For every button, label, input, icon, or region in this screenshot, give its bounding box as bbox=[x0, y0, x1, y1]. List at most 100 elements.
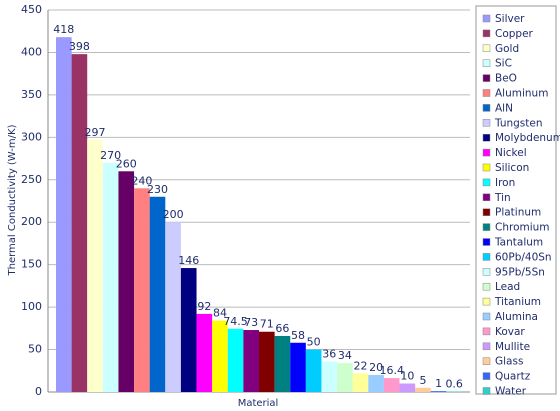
legend-label: 60Pb/40Sn bbox=[495, 251, 552, 263]
bar bbox=[399, 383, 416, 392]
data-label: 0.6 bbox=[445, 377, 463, 390]
legend-label: Platinum bbox=[495, 207, 541, 219]
legend: Silver Copper Gold SiC BeO Aluminum AlN Tungste… bbox=[482, 13, 560, 398]
bar bbox=[259, 331, 275, 392]
legend-swatch bbox=[482, 297, 491, 306]
legend-swatch bbox=[482, 148, 491, 157]
legend-swatch bbox=[482, 133, 491, 142]
data-label: 398 bbox=[69, 40, 90, 53]
legend-label: SiC bbox=[495, 58, 512, 70]
bar bbox=[321, 361, 338, 392]
y-tick-label: 450 bbox=[21, 3, 42, 16]
y-tick-label: 200 bbox=[21, 215, 42, 228]
legend-label: Silver bbox=[495, 13, 525, 25]
bar bbox=[56, 37, 72, 393]
legend-label: Molybdenum bbox=[495, 132, 560, 144]
bar bbox=[165, 222, 181, 392]
y-tick-label: 50 bbox=[28, 343, 42, 356]
bar bbox=[383, 378, 400, 392]
legend-swatch bbox=[482, 163, 491, 172]
legend-swatch bbox=[482, 342, 491, 351]
legend-swatch bbox=[482, 208, 491, 216]
data-label: 16.4 bbox=[379, 364, 404, 377]
y-tick-label: 0 bbox=[35, 385, 42, 398]
data-label: 71 bbox=[260, 318, 274, 331]
y-tick-label: 250 bbox=[21, 173, 42, 186]
data-label: 50 bbox=[307, 336, 321, 349]
bar bbox=[149, 196, 166, 392]
y-axis-title: Thermal Conductivity (W-m/K) bbox=[7, 124, 18, 276]
legend-swatch bbox=[482, 268, 491, 276]
legend-swatch bbox=[482, 223, 491, 231]
bar bbox=[71, 54, 88, 393]
data-label: 240 bbox=[131, 174, 152, 187]
data-label: 146 bbox=[178, 254, 199, 267]
data-label: 230 bbox=[147, 183, 168, 196]
bar bbox=[102, 162, 119, 392]
data-label: 200 bbox=[163, 208, 184, 221]
bar bbox=[415, 387, 431, 392]
data-label: 58 bbox=[291, 329, 305, 342]
data-label: 92 bbox=[197, 300, 211, 313]
bar bbox=[227, 328, 244, 392]
legend-label: Nickel bbox=[495, 147, 527, 159]
legend-label: Copper bbox=[495, 28, 534, 40]
legend-swatch bbox=[482, 29, 491, 38]
legend-swatch bbox=[482, 253, 491, 261]
bar bbox=[87, 139, 103, 392]
legend-swatch bbox=[482, 44, 491, 53]
data-label: 73 bbox=[244, 316, 258, 329]
legend-swatch bbox=[482, 357, 491, 365]
bar bbox=[212, 320, 228, 392]
data-label: 418 bbox=[53, 23, 74, 36]
legend-label: Alumina bbox=[495, 311, 538, 323]
legend-label: Tungsten bbox=[494, 117, 543, 129]
y-tick-label: 300 bbox=[21, 130, 42, 143]
y-tick-label: 100 bbox=[21, 300, 42, 313]
legend-swatch bbox=[482, 372, 491, 380]
bar bbox=[352, 373, 369, 392]
legend-label: Silicon bbox=[495, 162, 529, 174]
data-label: 84 bbox=[213, 307, 227, 320]
bar bbox=[134, 188, 150, 392]
data-label: 5 bbox=[419, 374, 426, 387]
legend-swatch bbox=[482, 312, 491, 321]
data-label: 66 bbox=[275, 322, 289, 335]
bar bbox=[118, 171, 135, 392]
legend-label: Tin bbox=[494, 192, 511, 204]
bar bbox=[368, 375, 384, 392]
data-label: 36 bbox=[322, 347, 336, 360]
data-label: 22 bbox=[354, 359, 368, 372]
legend-swatch bbox=[482, 14, 491, 23]
legend-swatch bbox=[482, 89, 491, 97]
y-tick-label: 350 bbox=[21, 88, 42, 101]
legend-label: Mullite bbox=[495, 341, 530, 353]
bar bbox=[243, 330, 259, 392]
legend-swatch bbox=[482, 327, 491, 336]
data-label: 260 bbox=[116, 157, 137, 170]
legend-label: Glass bbox=[495, 356, 523, 368]
legend-swatch bbox=[482, 282, 491, 291]
legend-swatch bbox=[482, 119, 491, 127]
legend-label: Tantalum bbox=[494, 237, 543, 249]
bar bbox=[196, 313, 213, 392]
legend-swatch bbox=[482, 387, 491, 395]
legend-swatch bbox=[482, 238, 491, 246]
legend-swatch bbox=[482, 104, 491, 112]
legend-label: BeO bbox=[495, 73, 517, 85]
y-tick-label: 400 bbox=[21, 45, 42, 58]
legend-label: Lead bbox=[495, 281, 520, 293]
x-axis-title: Material bbox=[238, 398, 279, 409]
bar bbox=[274, 335, 291, 392]
data-label: 20 bbox=[369, 361, 383, 374]
data-label: 297 bbox=[85, 126, 106, 139]
bar bbox=[290, 342, 306, 392]
data-label: 34 bbox=[338, 349, 352, 362]
legend-label: Titanium bbox=[494, 296, 541, 308]
legend-label: Chromium bbox=[495, 222, 550, 234]
legend-label: Quartz bbox=[495, 371, 531, 383]
legend-swatch bbox=[482, 178, 491, 187]
data-label: 1 bbox=[435, 377, 442, 390]
data-label: 74.5 bbox=[223, 315, 248, 328]
